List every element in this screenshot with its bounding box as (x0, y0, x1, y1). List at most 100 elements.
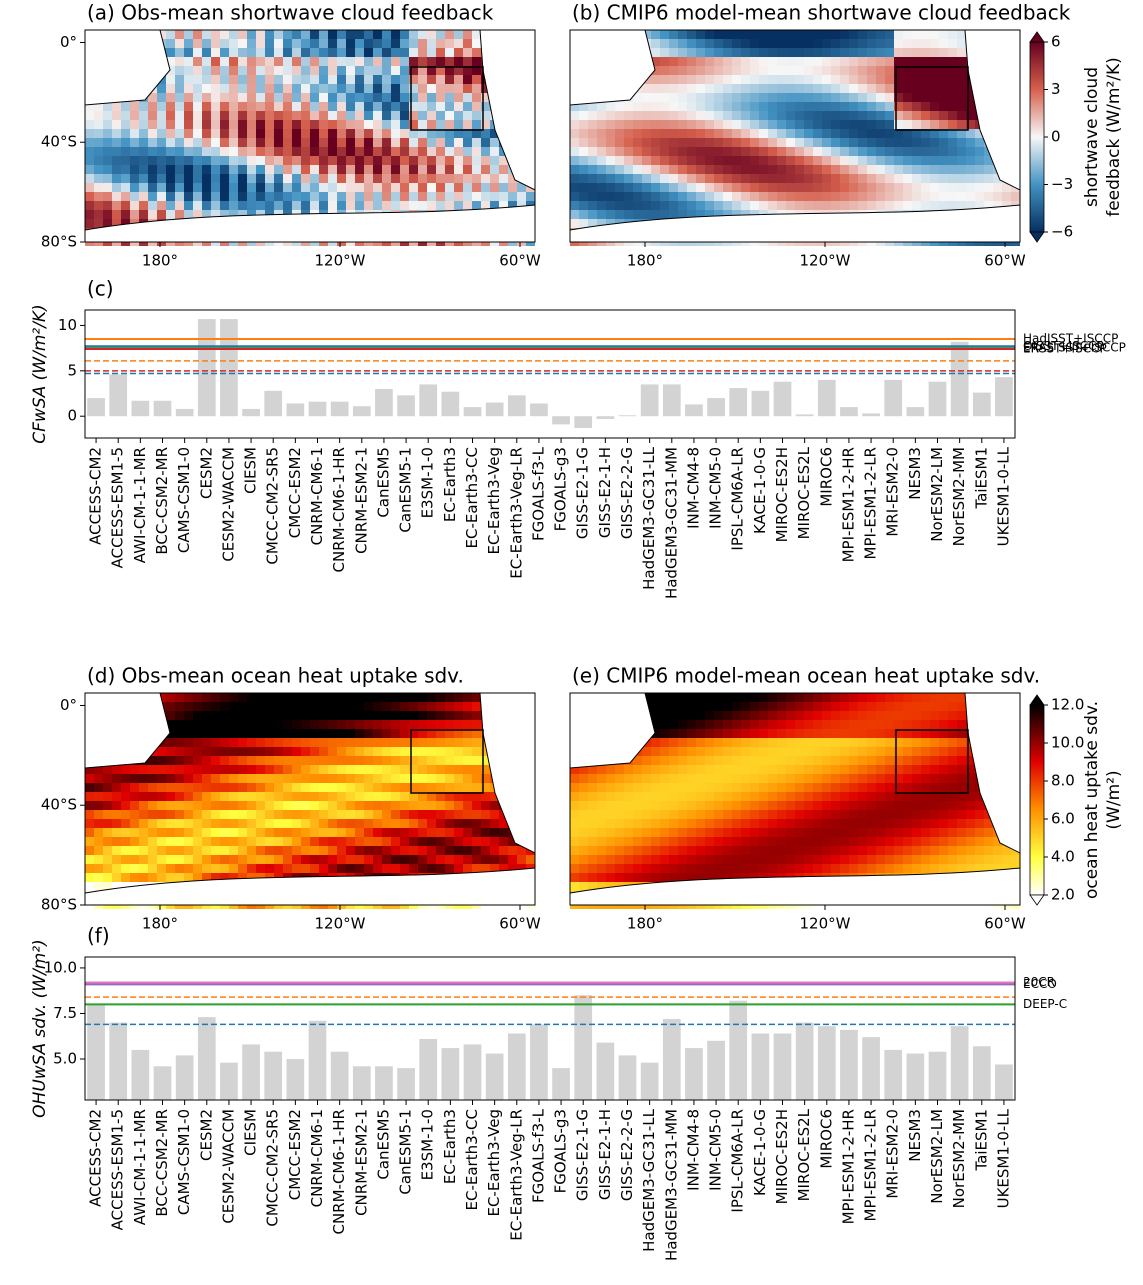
map-cell (759, 156, 768, 165)
map-cell (355, 783, 364, 792)
map-cell (436, 846, 445, 855)
map-cell (355, 66, 364, 75)
map-cell (921, 693, 930, 702)
map-cell (256, 801, 265, 810)
map-cell (885, 864, 894, 873)
map-cell (840, 846, 849, 855)
map-cell (112, 819, 121, 828)
map-cell (400, 102, 409, 111)
map-cell (867, 765, 876, 774)
map-cell (867, 201, 876, 210)
map-cell (615, 837, 624, 846)
map-cell (930, 783, 939, 792)
map-cell (768, 129, 777, 138)
map-cell (364, 819, 373, 828)
map-cell (588, 774, 597, 783)
map-cell (229, 138, 238, 147)
map-cell (193, 783, 202, 792)
map-cell (166, 702, 175, 711)
map-cell (597, 801, 606, 810)
map-cell (579, 783, 588, 792)
map-cell (759, 828, 768, 837)
map-cell (490, 147, 499, 156)
map-cell (903, 702, 912, 711)
map-cell (903, 165, 912, 174)
map-cell (427, 57, 436, 66)
map-cell (822, 174, 831, 183)
map-cell (400, 57, 409, 66)
map-cell (184, 66, 193, 75)
map-cell (319, 84, 328, 93)
map-cell (804, 783, 813, 792)
map-cell (975, 138, 984, 147)
map-cell (382, 747, 391, 756)
map-cell (139, 819, 148, 828)
map-cell (741, 156, 750, 165)
map-cell (786, 801, 795, 810)
map-cell (804, 846, 813, 855)
map-cell (840, 783, 849, 792)
map-cell (337, 846, 346, 855)
map-cell (229, 165, 238, 174)
map-cell (391, 66, 400, 75)
map-cell (166, 711, 175, 720)
map-cell (849, 774, 858, 783)
map-cell (175, 111, 184, 120)
colorbar-tick-label: 6 (1051, 33, 1061, 51)
map-cell (678, 756, 687, 765)
map-cell (597, 102, 606, 111)
map-cell (391, 702, 400, 711)
map-cell (391, 747, 400, 756)
bar (884, 380, 902, 416)
map-cell (175, 837, 184, 846)
map-cell (103, 201, 112, 210)
map-cell (436, 120, 445, 129)
colorbar (1030, 42, 1044, 232)
map-cell (166, 147, 175, 156)
map-cell (283, 864, 292, 873)
map-cell (867, 819, 876, 828)
map-cell (238, 828, 247, 837)
map-cell (490, 810, 499, 819)
map-cell (732, 156, 741, 165)
map-cell (660, 801, 669, 810)
map-cell (175, 48, 184, 57)
map-cell (409, 183, 418, 192)
map-cell (570, 828, 579, 837)
map-cell (130, 111, 139, 120)
map-cell (139, 855, 148, 864)
map-cell (696, 120, 705, 129)
map-cell (310, 138, 319, 147)
map-cell (148, 855, 157, 864)
map-cell (651, 30, 660, 39)
map-cell (570, 183, 579, 192)
map-cell (867, 39, 876, 48)
map-cell (445, 693, 454, 702)
map-cell (193, 39, 202, 48)
map-cell (777, 156, 786, 165)
map-cell (687, 846, 696, 855)
map-cell (912, 855, 921, 864)
map-cell (759, 39, 768, 48)
map-cell (903, 39, 912, 48)
map-cell (454, 810, 463, 819)
map-cell (229, 828, 238, 837)
map-cell (930, 819, 939, 828)
map-cell (642, 138, 651, 147)
map-cell (579, 873, 588, 882)
map-cell (355, 48, 364, 57)
map-cell (768, 819, 777, 828)
map-cell (436, 837, 445, 846)
bar (464, 407, 482, 416)
map-cell (948, 183, 957, 192)
map-cell (885, 48, 894, 57)
map-cell (912, 711, 921, 720)
map-cell (310, 801, 319, 810)
map-cell (337, 165, 346, 174)
map-cell (867, 66, 876, 75)
map-cell (283, 102, 292, 111)
map-cell (579, 828, 588, 837)
map-cell (319, 792, 328, 801)
reference-label: ERSST+ISCCP (1023, 342, 1107, 356)
map-cell (768, 747, 777, 756)
